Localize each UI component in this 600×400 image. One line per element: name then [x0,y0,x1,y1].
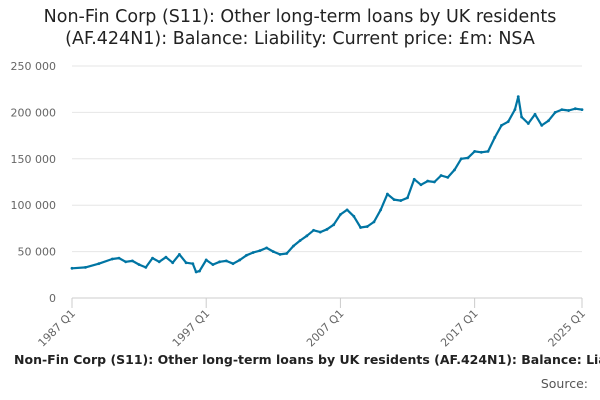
data-point [446,175,450,179]
data-point [332,223,336,227]
data-point [473,149,477,153]
x-tick-label: 2017 Q1 [438,307,481,350]
data-point [245,253,248,257]
data-point [157,260,161,264]
data-point [218,260,222,264]
gridlines [72,65,582,299]
chart-title-line-1: Non-Fin Corp (S11): Other long-term loan… [43,7,557,27]
data-point [285,252,289,255]
data-point [486,149,490,153]
legend-label: Non-Fin Corp (S11): Other long-term loan… [14,352,600,367]
data-point [406,196,409,200]
y-tick-label: 250 000 [11,60,57,73]
x-tick-label: 1997 Q1 [170,307,213,350]
source-label: Source: [540,376,588,391]
data-point [379,208,383,212]
data-point [177,252,181,256]
y-tick-label: 150 000 [11,153,57,166]
data-point [251,251,255,254]
data-point [184,261,188,265]
data-point [292,244,295,248]
x-tick-label: 2025 Q1 [546,307,589,350]
data-point [325,227,329,231]
data-point [110,257,114,261]
data-point [211,263,215,266]
data-point [513,108,517,112]
data-point [345,208,349,212]
data-point [137,263,141,266]
data-point [533,112,537,116]
data-point [466,156,470,160]
data-point [412,177,416,181]
data-point [117,256,121,260]
data-point [278,252,282,256]
y-tick-label: 50 000 [18,246,57,259]
y-axis-ticks: 0 50 000 100 000 150 000 200 000 250 000 [11,60,57,305]
y-tick-label: 0 [49,292,56,305]
data-point [144,265,148,269]
data-point [97,262,101,266]
data-point [385,192,389,196]
data-point [516,95,520,99]
data-point [194,270,198,274]
data-point [352,214,356,218]
data-point [130,259,134,263]
data-point [547,119,550,123]
data-point [164,255,168,259]
data-point [339,213,342,216]
data-point [305,234,309,238]
chart-title-line-2: (AF.424N1): Balance: Liability: Current … [65,29,535,49]
data-point [567,109,570,112]
data-point [426,179,430,183]
data-point [271,250,275,254]
data-point [493,136,497,139]
y-tick-label: 200 000 [11,106,57,119]
x-tick-label: 2007 Q1 [304,307,347,350]
data-point [459,157,463,161]
data-point [231,262,235,266]
data-point [318,230,322,234]
data-point [171,261,175,265]
series-points [70,95,584,274]
data-point [224,259,228,263]
legend: Non-Fin Corp (S11): Other long-term loan… [0,352,600,372]
data-point [432,180,436,184]
data-point [580,108,584,112]
data-point [372,220,376,224]
data-point [84,265,87,269]
data-point [453,168,456,172]
data-point [419,183,423,187]
data-point [526,122,530,125]
data-point [298,239,302,242]
data-point [198,269,201,273]
data-point [553,111,557,114]
data-point [500,123,503,127]
data-point [392,198,396,202]
data-point [70,266,74,270]
x-tick-label: 1987 Q1 [36,307,79,350]
data-point [204,258,208,262]
data-point [124,260,128,264]
data-point [439,174,443,177]
x-axis-ticks: 1987 Q1 1997 Q1 2007 Q1 2017 Q1 2025 Q1 [36,298,589,350]
data-point [399,199,403,202]
y-tick-label: 100 000 [11,199,57,212]
data-point [191,262,195,266]
data-point [479,150,483,154]
data-point [258,249,262,253]
data-point [238,258,242,262]
data-point [560,108,564,112]
data-point [265,246,269,250]
data-point [151,256,154,260]
chart-title: Non-Fin Corp (S11): Other long-term loan… [0,6,600,50]
data-point [359,226,362,229]
data-point [573,107,577,111]
data-point [312,228,315,232]
data-point [520,115,524,119]
data-point [365,225,369,228]
data-point [506,120,510,124]
series-line [70,95,584,274]
data-point [540,123,544,127]
